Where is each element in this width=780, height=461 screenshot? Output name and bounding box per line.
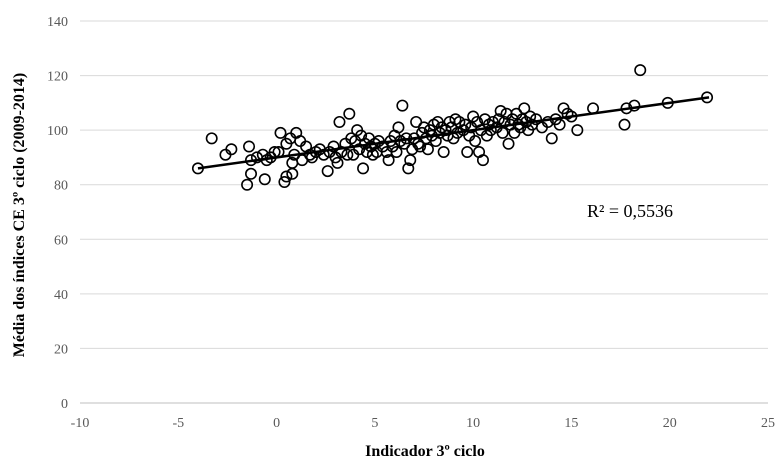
data-point: [530, 113, 543, 126]
x-tick-label: -5: [172, 416, 184, 431]
data-point: [274, 126, 287, 139]
gridlines: [80, 20, 768, 349]
data-point: [321, 165, 334, 178]
x-tick-label: 15: [564, 416, 578, 431]
x-tick-label: 5: [371, 416, 378, 431]
data-point: [343, 107, 356, 120]
data-point: [484, 124, 497, 137]
data-point: [492, 113, 505, 126]
y-tick-label: 140: [47, 15, 68, 30]
data-point: [496, 126, 509, 139]
data-point: [437, 145, 450, 158]
data-point: [341, 148, 354, 161]
y-tick-label: 100: [47, 124, 68, 139]
y-tick-label: 120: [47, 70, 68, 85]
data-point: [382, 154, 395, 167]
data-point: [404, 154, 417, 167]
x-axis-title: Indicador 3º ciclo: [365, 443, 485, 460]
data-point: [618, 118, 631, 131]
data-point: [331, 156, 344, 169]
data-point: [317, 148, 330, 161]
y-tick-label: 20: [54, 342, 68, 357]
y-tick-label: 80: [54, 179, 68, 194]
data-point: [402, 162, 415, 175]
data-point: [461, 145, 474, 158]
y-tick-label: 60: [54, 233, 68, 248]
data-point: [258, 173, 271, 186]
data-point: [571, 124, 584, 137]
data-point: [396, 99, 409, 112]
data-point: [541, 115, 554, 128]
data-point: [518, 102, 531, 115]
data-point: [553, 118, 566, 131]
x-tick-label: 0: [273, 416, 280, 431]
data-point: [469, 135, 482, 148]
y-tick-labels: 0 20 40 60 80 100 120 140: [47, 15, 68, 412]
data-point: [243, 140, 256, 153]
data-point: [390, 145, 403, 158]
data-point: [410, 115, 423, 128]
data-point: [494, 105, 507, 118]
data-point: [241, 178, 254, 191]
data-point: [280, 170, 293, 183]
y-tick-label: 40: [54, 288, 68, 303]
x-tick-labels: -10 -5 0 5 10 15 20 25: [71, 416, 775, 431]
data-point: [225, 143, 238, 156]
data-point: [476, 154, 489, 167]
data-point: [357, 162, 370, 175]
data-point: [327, 140, 340, 153]
data-point: [205, 132, 218, 145]
y-tick-label: 0: [61, 397, 68, 412]
data-point: [421, 143, 434, 156]
x-tick-label: 10: [466, 416, 480, 431]
data-point: [545, 132, 558, 145]
data-point: [245, 167, 258, 180]
data-point: [628, 99, 641, 112]
data-point: [634, 64, 647, 77]
data-point: [502, 137, 515, 150]
data-point: [414, 140, 427, 153]
x-tick-label: 25: [761, 416, 775, 431]
x-tick-label: -10: [71, 416, 90, 431]
data-point: [459, 118, 472, 131]
data-points: [191, 64, 714, 191]
y-axis-title: Média dos índices CE 3º ciclo (2009-2014…: [11, 73, 28, 357]
data-point: [498, 115, 511, 128]
trendline: [197, 96, 710, 170]
data-point: [392, 121, 405, 134]
data-point: [333, 115, 346, 128]
r-squared-annotation: R² = 0,5536: [587, 201, 673, 221]
x-tick-label: 20: [663, 416, 677, 431]
data-point: [278, 175, 291, 188]
